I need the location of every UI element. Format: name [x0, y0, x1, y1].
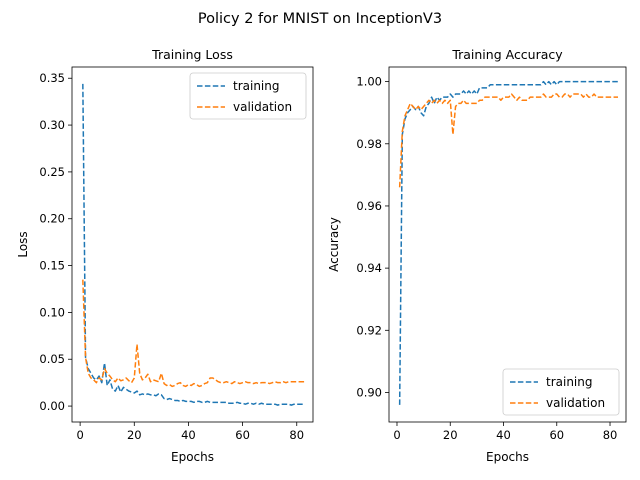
legend: training validation — [189, 72, 307, 120]
axes-frame — [71, 66, 314, 423]
x-tick-label: 20 — [127, 428, 142, 442]
series-line-training — [398, 80, 619, 405]
axes-frame — [388, 66, 627, 423]
y-tick-label: 0.96 — [356, 199, 382, 213]
y-tick-label: 1.00 — [356, 75, 382, 89]
y-axis-label: Loss — [16, 231, 30, 257]
x-axis-label: Epochs — [486, 450, 529, 464]
chart-title: Training Accuracy — [451, 47, 563, 62]
charts-area: Training Loss 0 20 40 60 80 0.00 0.05 0.10 0.15 0.… — [16, 47, 627, 464]
y-tick-label: 0.90 — [356, 385, 382, 399]
x-tick-label: 40 — [496, 428, 511, 442]
legend-label-validation: validation — [546, 396, 605, 410]
y-tick-label: 0.15 — [39, 259, 65, 273]
x-tick-label: 0 — [393, 428, 400, 442]
series-line-training — [82, 83, 305, 406]
y-tick-label: 0.10 — [39, 305, 65, 319]
legend-box — [189, 72, 307, 120]
y-tick-label: 0.92 — [356, 323, 382, 337]
x-tick-label: 60 — [235, 428, 250, 442]
y-tick-label: 0.20 — [39, 212, 65, 226]
y-tick-label: 0.94 — [356, 261, 382, 275]
x-tick-label: 60 — [549, 428, 564, 442]
x-tick-label: 80 — [289, 428, 304, 442]
y-tick-label: 0.98 — [356, 137, 382, 151]
x-tick-label: 20 — [443, 428, 458, 442]
y-tick-label: 0.00 — [39, 399, 65, 413]
figure-suptitle: Policy 2 for MNIST on InceptionV3 — [198, 11, 442, 27]
legend-box — [502, 368, 620, 416]
y-tick-label: 0.30 — [39, 118, 65, 132]
x-tick-label: 80 — [603, 428, 618, 442]
x-axis-label: Epochs — [171, 450, 214, 464]
y-tick-label: 0.25 — [39, 165, 65, 179]
chart-accuracy: Training Accuracy 0 20 40 60 80 0.90 0.92 0.94 0.… — [327, 47, 627, 464]
x-tick-label: 40 — [181, 428, 196, 442]
chart-title: Training Loss — [151, 47, 233, 62]
legend-label-training: training — [233, 79, 280, 93]
y-axis-label: Accuracy — [327, 217, 341, 272]
legend-label-training: training — [546, 375, 593, 389]
chart-loss: Training Loss 0 20 40 60 80 0.00 0.05 0.10 0.15 0.… — [16, 47, 314, 464]
series-line-validation — [82, 279, 305, 388]
legend: training validation — [502, 368, 620, 416]
legend-label-validation: validation — [233, 100, 292, 114]
series-line-validation — [398, 93, 619, 188]
x-tick-label: 0 — [76, 428, 83, 442]
y-tick-label: 0.05 — [39, 352, 65, 366]
y-tick-label: 0.35 — [39, 71, 65, 85]
